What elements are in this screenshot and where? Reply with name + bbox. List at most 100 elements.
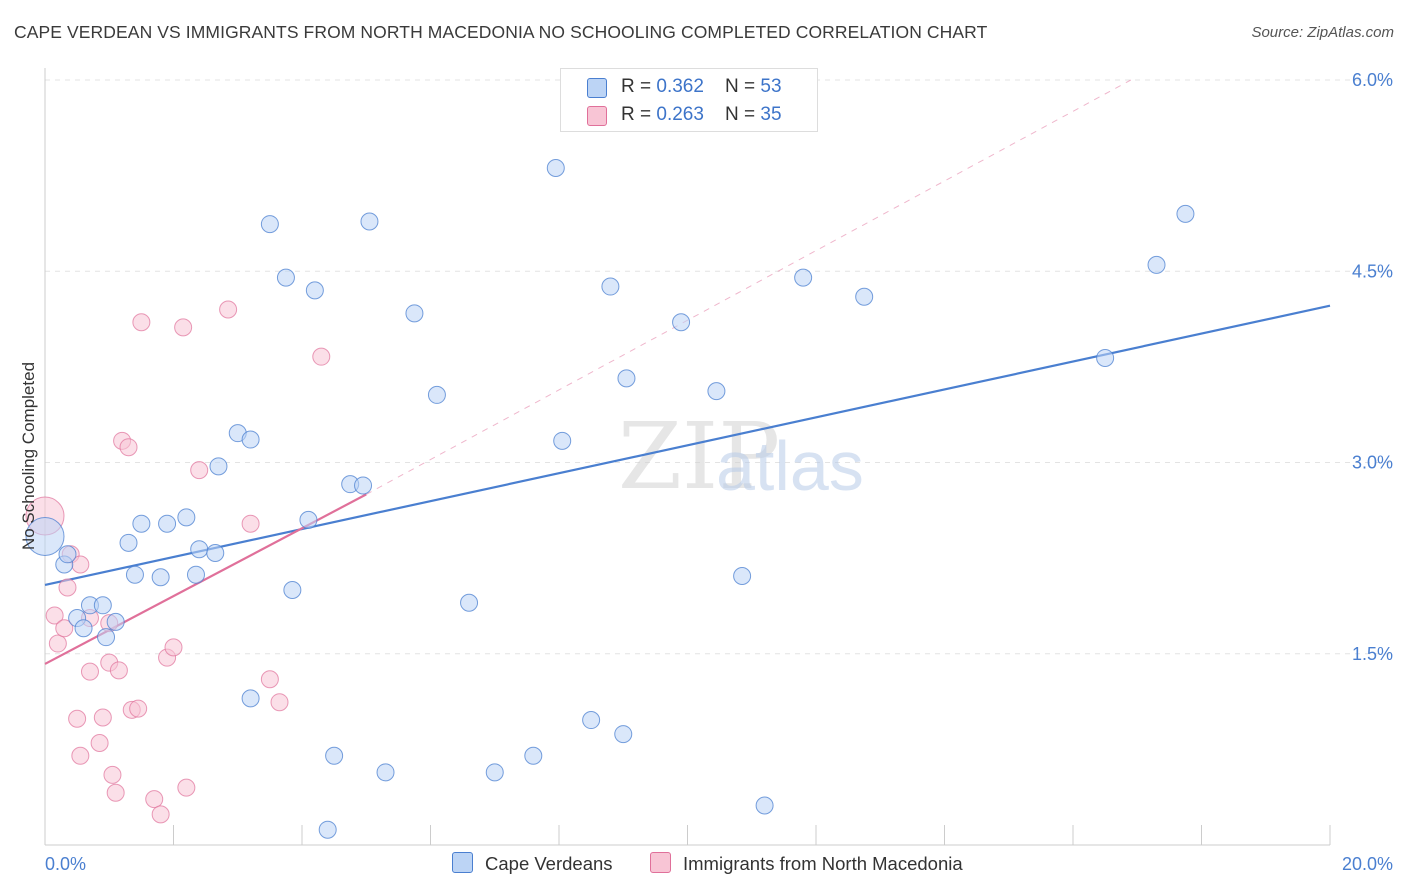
point-cape-verdeans (283, 581, 302, 599)
point-north-macedonia (93, 708, 112, 727)
point-north-macedonia (174, 318, 193, 337)
point-cape-verdeans (405, 304, 424, 323)
point-north-macedonia (103, 765, 122, 784)
legend-n-value: 35 (760, 104, 782, 125)
legend-n-value: 53 (760, 76, 782, 97)
bottom-legend-north-macedonia: Immigrants from North Macedonia (650, 852, 963, 875)
watermark-zip: ZIP (618, 403, 780, 510)
point-cape-verdeans (106, 612, 125, 631)
point-north-macedonia (177, 778, 196, 797)
watermark-atlas: atlas (716, 427, 864, 505)
point-north-macedonia (260, 670, 279, 689)
point-cape-verdeans (260, 215, 279, 234)
point-cape-verdeans (617, 369, 636, 388)
point-cape-verdeans (524, 746, 543, 765)
legend-r-label: R = (621, 104, 657, 125)
point-north-macedonia (219, 300, 238, 319)
point-cape-verdeans (125, 565, 144, 584)
point-cape-verdeans (325, 746, 344, 765)
bottom-legend-label: Cape Verdeans (485, 853, 613, 874)
point-cape-verdeans (97, 628, 116, 647)
point-cape-verdeans (855, 287, 874, 306)
point-cape-verdeans (376, 763, 395, 782)
point-north-macedonia (190, 461, 209, 480)
point-cape-verdeans (755, 796, 774, 815)
source-label: Source: ZipAtlas.com (1251, 24, 1394, 41)
grid-lines (45, 79, 1390, 655)
point-north-macedonia (164, 638, 183, 657)
point-north-macedonia (80, 662, 99, 681)
y-tick-label: 6.0% (1352, 70, 1393, 90)
bottom-legend-cape-verdeans: Cape Verdeans (452, 852, 613, 875)
y-tick-label: 1.5% (1352, 644, 1393, 664)
correlation-legend: R = 0.362 N = 53 R = 0.263 N = 35 (560, 68, 818, 132)
point-cape-verdeans (1176, 204, 1195, 223)
point-cape-verdeans (58, 545, 77, 564)
point-north-macedonia (312, 347, 331, 366)
point-cape-verdeans (276, 268, 295, 287)
chart-title: CAPE VERDEAN VS IMMIGRANTS FROM NORTH MA… (14, 22, 988, 42)
point-cape-verdeans (241, 430, 260, 449)
point-cape-verdeans (546, 158, 565, 177)
trend-lines (44, 79, 1331, 665)
trend-line-north-macedonia (44, 493, 367, 665)
point-cape-verdeans (601, 277, 620, 296)
point-cape-verdeans (1096, 348, 1115, 367)
point-cape-verdeans (74, 619, 93, 638)
data-points (25, 158, 1195, 839)
legend-r-value: 0.263 (656, 104, 704, 125)
point-north-macedonia (71, 746, 90, 765)
point-cape-verdeans (794, 268, 813, 287)
point-cape-verdeans (209, 457, 228, 476)
point-north-macedonia (145, 790, 164, 809)
bottom-legend-swatch-pink (650, 852, 671, 873)
point-cape-verdeans (299, 510, 318, 529)
x-tick-label: 0.0% (45, 854, 86, 874)
y-tick-label: 4.5% (1352, 261, 1393, 281)
point-cape-verdeans (25, 516, 65, 556)
trend-line-extension-north-macedonia (366, 79, 1132, 495)
point-north-macedonia (151, 805, 170, 824)
point-north-macedonia (68, 709, 87, 728)
point-north-macedonia (58, 578, 77, 597)
point-north-macedonia (106, 783, 125, 802)
point-north-macedonia (119, 438, 138, 457)
point-cape-verdeans (582, 711, 601, 730)
point-north-macedonia (90, 734, 109, 752)
point-cape-verdeans (132, 514, 151, 533)
point-cape-verdeans (119, 533, 138, 552)
legend-n-label: N = (725, 104, 761, 125)
legend-swatch-pink (587, 106, 607, 126)
axes (44, 68, 1331, 846)
point-cape-verdeans (151, 568, 170, 587)
y-tick-label: 3.0% (1352, 453, 1393, 473)
point-cape-verdeans (177, 508, 196, 527)
legend-swatch-blue (587, 78, 607, 98)
point-north-macedonia (45, 606, 64, 625)
point-cape-verdeans (360, 212, 379, 231)
point-cape-verdeans (158, 514, 177, 533)
bottom-legend-label: Immigrants from North Macedonia (683, 853, 963, 874)
point-cape-verdeans (672, 313, 691, 332)
point-north-macedonia (109, 661, 128, 680)
point-north-macedonia (132, 313, 151, 332)
point-cape-verdeans (190, 540, 209, 559)
point-cape-verdeans (460, 593, 479, 612)
legend-r-label: R = (621, 76, 657, 97)
point-cape-verdeans (241, 689, 260, 708)
tick-labels: 1.5% 3.0% 4.5% 6.0% 0.0% 20.0% (45, 70, 1393, 874)
point-cape-verdeans (733, 566, 752, 585)
point-north-macedonia (270, 693, 289, 712)
trend-line-cape-verdeans (44, 304, 1331, 586)
legend-n-label: N = (725, 76, 761, 97)
point-cape-verdeans (305, 281, 324, 300)
point-north-macedonia (129, 699, 148, 718)
point-north-macedonia (241, 514, 260, 533)
point-cape-verdeans (93, 596, 112, 615)
point-cape-verdeans (614, 725, 633, 744)
point-north-macedonia (55, 619, 74, 638)
y-axis-label: No Schooling Completed (19, 362, 38, 550)
point-cape-verdeans (206, 544, 225, 563)
bottom-legend-swatch-blue (452, 852, 473, 873)
